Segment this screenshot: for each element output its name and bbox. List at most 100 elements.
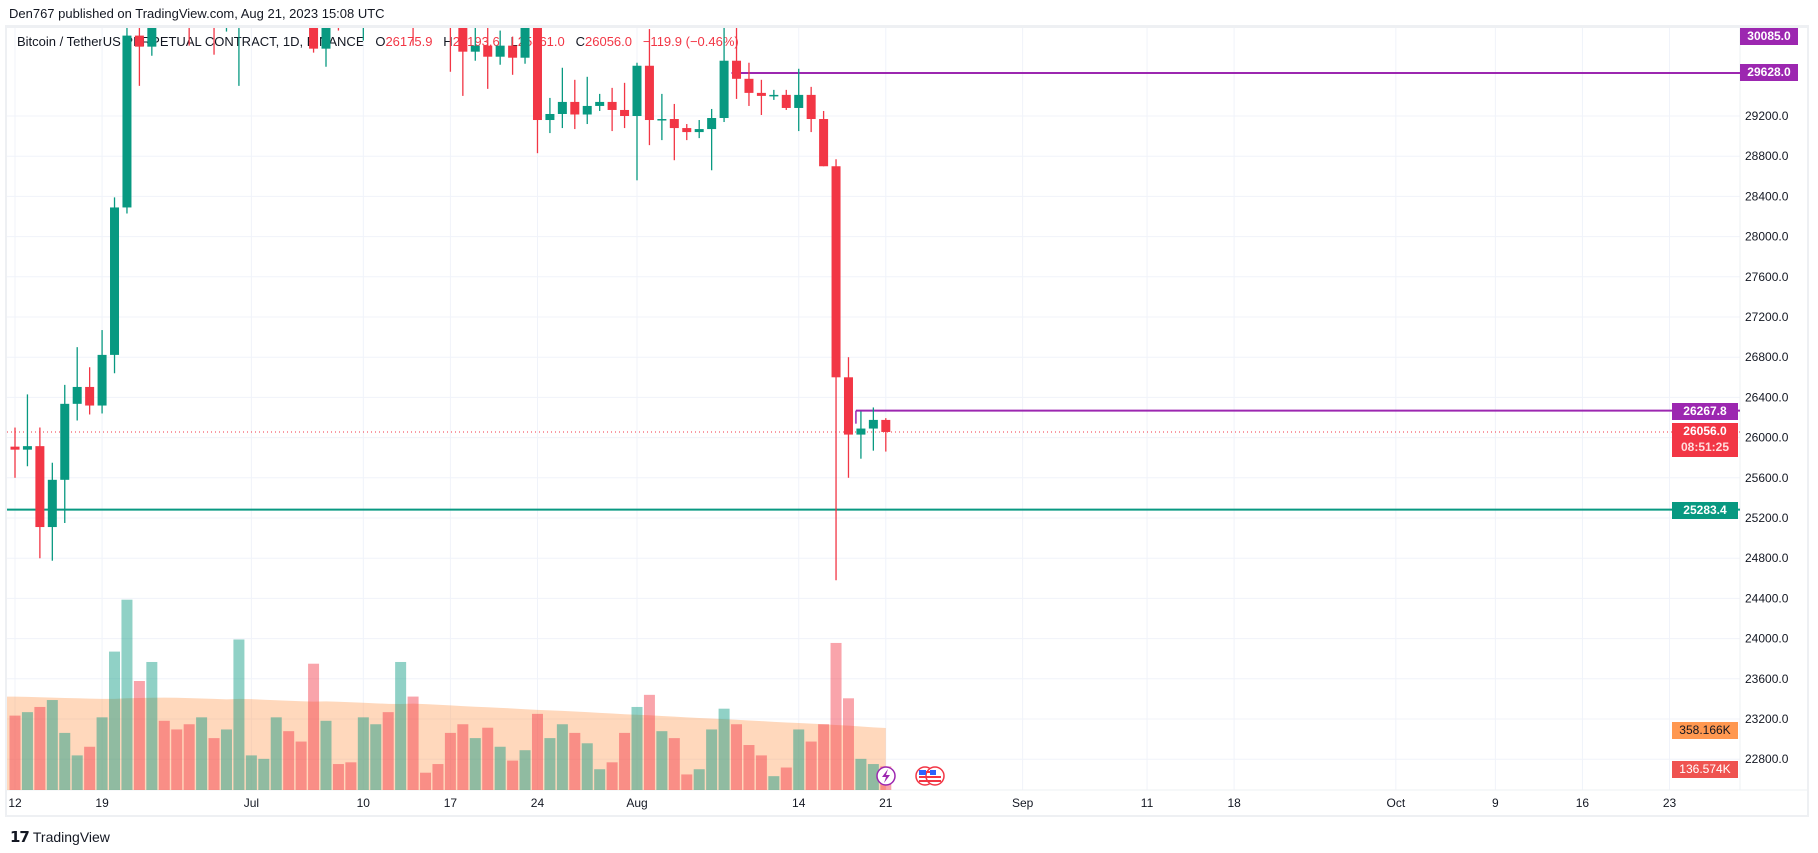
volume-bar (444, 732, 456, 790)
volume-bar (407, 696, 419, 790)
candle-body (470, 45, 480, 52)
candle (185, 0, 194, 46)
chart-frame (5, 25, 1809, 817)
candle (22, 394, 32, 467)
time-tick-label: 21 (879, 796, 893, 810)
candle-body (508, 45, 518, 58)
candle-body (85, 386, 95, 406)
candle-body (22, 446, 32, 450)
candle-body (134, 35, 144, 47)
candle (694, 120, 704, 139)
last-price: 26056.0 (1683, 424, 1727, 438)
candle-body (843, 377, 853, 435)
time-axis[interactable]: 12 19 Jul 10 17 24 Aug 14 21 Sep 11 18 Oct 9 16 23 (8, 796, 1676, 810)
volume-bar (830, 642, 842, 790)
us-flag-event-icon[interactable] (915, 766, 945, 786)
volume-bar (556, 724, 568, 790)
time-tick-label: 14 (792, 796, 806, 810)
candle (620, 82, 630, 129)
candle (47, 462, 57, 561)
volume-bar (755, 755, 767, 790)
tradingview-footer[interactable]: 𝟭𝟳 TradingView (10, 828, 110, 846)
candle-body (532, 28, 542, 121)
candle (85, 367, 95, 415)
candle (334, 1, 343, 31)
volume-bar (245, 755, 257, 790)
level-badge-26267: 26267.8 (1672, 403, 1738, 420)
candle (97, 330, 107, 414)
time-tick-label: 19 (95, 796, 109, 810)
price-axis[interactable]: 29200.0 28800.0 28400.0 28000.0 27600.0 27200… (1745, 109, 1789, 766)
volume-bar (432, 764, 444, 790)
candle-body (657, 119, 667, 121)
volume-bar (208, 738, 220, 790)
volume-bar (146, 661, 158, 790)
volume-bar (158, 720, 170, 790)
volume-bar (121, 599, 133, 790)
candle-body (334, 1, 343, 6)
volume-bar (332, 764, 344, 790)
candle (831, 159, 841, 581)
candle (707, 108, 717, 171)
volume-bar (59, 732, 71, 790)
candle (769, 89, 779, 100)
candle (297, 0, 306, 16)
volume-bar (320, 720, 332, 790)
lightning-event-icon[interactable] (876, 766, 896, 786)
open-label: O (375, 34, 386, 49)
volume-bar (109, 651, 121, 790)
candle-body (557, 101, 567, 114)
volume-bar (171, 729, 183, 790)
candle (756, 79, 766, 115)
candle-body (545, 113, 555, 121)
candle-body (868, 419, 878, 429)
candle-body (744, 78, 754, 93)
candle (856, 411, 866, 459)
volume-bar (594, 769, 606, 790)
candle-body (185, 0, 194, 8)
footer-brand: TradingView (32, 829, 110, 845)
change-value: −119.9 (−0.46%) (642, 34, 739, 49)
candle-body (819, 119, 829, 167)
candle (122, 28, 132, 214)
volume-bar (345, 762, 357, 790)
candle (582, 76, 592, 125)
candle (744, 62, 754, 106)
volume-bar (382, 712, 394, 790)
price-tick-label: 22800.0 (1745, 752, 1789, 766)
candle-body (831, 166, 841, 378)
time-tick-label: 18 (1227, 796, 1241, 810)
time-tick-label: 16 (1576, 796, 1590, 810)
candle (868, 407, 878, 451)
candle (570, 79, 580, 130)
time-tick-label: Sep (1012, 796, 1034, 810)
price-tick-label: 28000.0 (1745, 230, 1789, 244)
time-tick-label: 9 (1492, 796, 1499, 810)
horizontal-levels[interactable] (0, 27, 1740, 511)
grid (7, 28, 1808, 791)
price-tick-label: 26400.0 (1745, 390, 1789, 404)
volume-bar (631, 706, 643, 790)
candles (10, 0, 891, 581)
candle-body (595, 101, 605, 106)
volume-bar (258, 758, 270, 790)
low-label: L (510, 34, 518, 49)
candle-body (732, 60, 742, 79)
volume-bar (643, 694, 655, 790)
volume-bar (619, 732, 631, 790)
symbol-name[interactable]: Bitcoin / TetherUS PERPETUAL CONTRACT, 1… (17, 34, 365, 49)
price-tick-label: 25600.0 (1745, 471, 1789, 485)
volume-bar (519, 750, 531, 790)
volume-bar (793, 729, 805, 790)
candle (421, 0, 430, 10)
volume-bar (531, 713, 543, 790)
volume-bar (9, 715, 21, 790)
volume-bar (133, 681, 145, 790)
price-tick-label: 24400.0 (1745, 591, 1789, 605)
candle (160, 0, 169, 10)
volume-bar (818, 724, 830, 790)
candle-body (781, 94, 791, 108)
volume-bar (731, 724, 743, 790)
price-tick-label: 28800.0 (1745, 149, 1789, 163)
